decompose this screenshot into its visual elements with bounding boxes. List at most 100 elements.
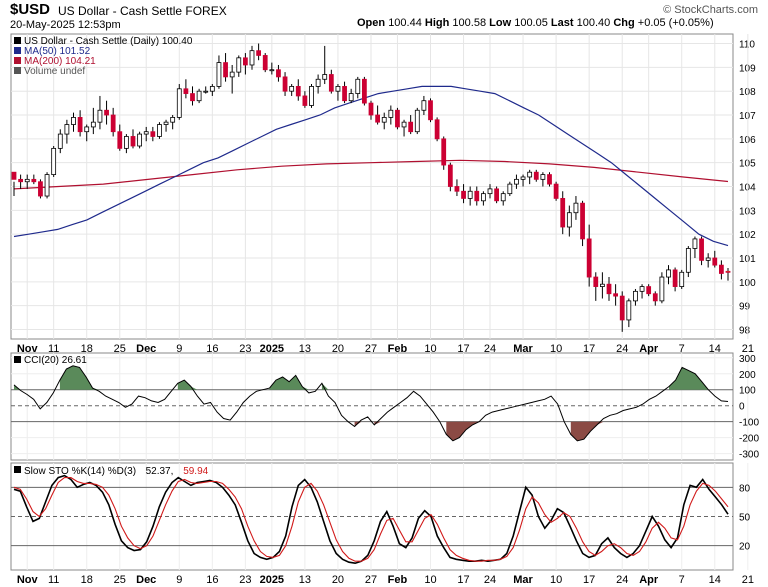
- sto-xtick: 18: [81, 574, 93, 586]
- candle: [309, 84, 314, 108]
- candle-body: [434, 119, 440, 140]
- sto-xtick: 20: [332, 574, 344, 586]
- price-xtick: 9: [176, 343, 182, 355]
- candle-body: [44, 174, 50, 197]
- candle: [163, 119, 169, 132]
- candle-body: [573, 202, 579, 214]
- cci-ytick: -200: [739, 434, 759, 445]
- candle: [137, 131, 142, 149]
- candle-body: [157, 124, 162, 137]
- candle: [553, 181, 559, 201]
- candle: [586, 224, 592, 287]
- symbol-label: $USD: [10, 1, 51, 18]
- candle: [573, 196, 579, 220]
- candle: [90, 107, 96, 135]
- candle: [441, 136, 447, 170]
- candle-body: [262, 55, 268, 71]
- price-xtick: 25: [114, 343, 126, 355]
- candle: [229, 64, 235, 94]
- candle-body: [77, 116, 83, 133]
- price-legend-item: MA(50) 101.52: [24, 46, 91, 57]
- candle: [639, 284, 645, 299]
- candle-body: [38, 181, 43, 197]
- candle: [209, 84, 215, 96]
- legend-swatch: [14, 47, 21, 54]
- candle: [672, 267, 678, 292]
- candle: [295, 79, 301, 101]
- price-xtick: 2025: [260, 343, 284, 355]
- cci-ytick: 0: [739, 402, 745, 413]
- sto-xtick: 16: [206, 574, 218, 586]
- sto-xtick: 27: [365, 574, 377, 586]
- candle-body: [31, 178, 37, 183]
- candle-body: [646, 286, 652, 295]
- cci-panel-frame: [10, 352, 734, 461]
- candle: [520, 174, 526, 187]
- chart-header: $USD US Dollar - Cash Settle FOREX 20-Ma…: [10, 0, 760, 34]
- price-xtick: 14: [709, 343, 721, 355]
- candle: [77, 110, 83, 137]
- candle: [375, 105, 380, 125]
- candle-body: [90, 121, 96, 128]
- candle: [705, 253, 711, 268]
- candle-body: [170, 116, 176, 123]
- candle: [249, 45, 255, 70]
- chg-value: +0.05 (+0.05%): [637, 17, 714, 29]
- candle: [388, 105, 394, 125]
- price-xtick: 11: [48, 343, 59, 355]
- candle: [646, 284, 652, 297]
- price-xtick: 24: [484, 343, 496, 355]
- candle-body: [580, 202, 585, 240]
- sto-d-line: [13, 477, 729, 562]
- candle-body: [414, 109, 420, 133]
- candle-body: [51, 147, 57, 175]
- ma200-line: [13, 159, 729, 190]
- candle: [481, 191, 486, 206]
- candle-body: [322, 74, 328, 80]
- candle-body: [666, 269, 671, 278]
- candle: [157, 122, 162, 139]
- candle: [170, 115, 176, 130]
- sto-xtick: 11: [48, 574, 59, 586]
- cci-ytick: -100: [739, 418, 759, 429]
- candle: [414, 107, 420, 135]
- candle: [527, 169, 533, 185]
- sto-xtick: 10: [424, 574, 436, 586]
- candle-body: [533, 171, 539, 180]
- candle: [626, 298, 632, 328]
- candle-body: [243, 57, 248, 66]
- candle: [619, 291, 625, 332]
- candle: [322, 45, 328, 85]
- candle-body: [388, 109, 394, 118]
- sto-xtick: 21: [742, 574, 754, 586]
- price-xtick: 24: [616, 343, 628, 355]
- candle-body: [276, 69, 281, 78]
- candle: [368, 100, 374, 120]
- ohlc-summary: Open 100.44 High 100.58 Low 100.05 Last …: [357, 17, 714, 29]
- cci-ytick: -300: [739, 450, 759, 461]
- candle: [613, 284, 618, 306]
- candle: [395, 107, 400, 130]
- candle: [447, 162, 453, 192]
- candle-body: [401, 121, 407, 128]
- candle: [494, 186, 499, 204]
- price-xtick: Feb: [388, 343, 408, 355]
- candle-body: [520, 176, 526, 180]
- candle-body: [487, 188, 493, 195]
- candle-body: [375, 114, 380, 123]
- candle-body: [514, 178, 519, 185]
- candle: [428, 98, 433, 123]
- candle-body: [84, 126, 90, 133]
- candle-body: [692, 238, 698, 249]
- sto-xtick: 14: [709, 574, 721, 586]
- candle: [348, 88, 354, 104]
- candle: [196, 88, 202, 104]
- candle-body: [619, 295, 625, 321]
- candle: [487, 184, 493, 199]
- candle-body: [566, 212, 572, 228]
- candle-body: [652, 293, 658, 302]
- sto-xtick: 24: [616, 574, 628, 586]
- candle-body: [507, 183, 513, 195]
- candle: [269, 62, 275, 75]
